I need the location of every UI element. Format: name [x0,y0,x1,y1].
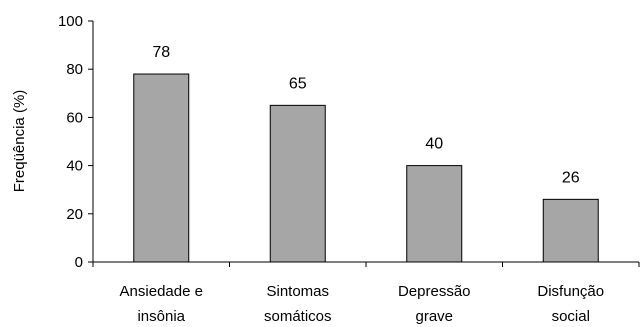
category-label-0: Ansiedade e insônia [120,283,203,325]
y-tick-label-4: 80 [66,61,83,78]
data-label-2: 40 [425,136,443,153]
category-label-3-line-1: social [552,308,590,325]
category-label-2-line-0: Depressão [398,283,471,300]
y-axis-title: Freqüência (%) [11,90,28,193]
category-label-1-line-1: somáticos [264,308,332,325]
bar-1 [269,104,326,263]
data-label-0: 78 [152,44,170,61]
category-label-2-line-1: grave [415,308,453,325]
category-label-0-line-1: insônia [137,308,185,325]
y-tick-label-3: 60 [66,109,83,126]
bar-2 [406,165,463,263]
y-tick-label-1: 20 [66,206,83,223]
data-label-3: 26 [562,169,580,186]
y-tick-label-5: 100 [58,13,83,30]
category-label-1: Sintomas somáticos [264,283,332,325]
plot-area: 0 20 40 60 80 100 78 Ansiedade e insônia 65 Sintom… [58,13,640,325]
category-label-3: Disfunção social [537,283,604,325]
bar-3 [542,198,599,263]
category-label-3-line-0: Disfunção [537,283,604,300]
category-label-0-line-0: Ansiedade e [120,283,203,300]
category-label-1-line-0: Sintomas [266,283,329,300]
data-label-1: 65 [289,75,307,92]
bar-0 [133,73,190,263]
category-label-2: Depressão grave [398,283,471,325]
y-tick-label-0: 0 [75,254,83,271]
y-tick-label-2: 40 [66,158,83,175]
